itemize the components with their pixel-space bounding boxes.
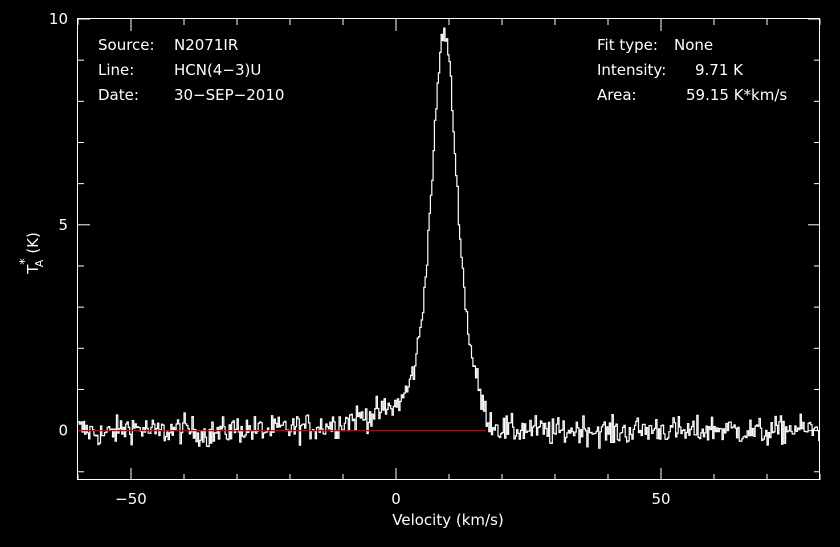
intensity-key: Intensity: [597,61,666,79]
x-axis-label: Velocity (km/s) [392,511,503,529]
plot-frame [77,18,820,480]
intensity-value: 9.71 K [695,61,744,79]
info-left: Source: N2071IR Line: HCN(4−3)U Date: 30… [98,36,284,104]
source-key: Source: [98,36,155,54]
line-value: HCN(4−3)U [174,61,261,79]
info-right: Fit type: None Intensity: 9.71 K Area: 5… [597,36,787,104]
line-key: Line: [98,61,134,79]
date-value: 30−SEP−2010 [174,86,284,104]
fit-type-value: None [674,36,713,54]
y-label-sub: A [33,259,46,267]
source-value: N2071IR [174,36,238,54]
date-key: Date: [98,86,139,104]
svg-text:T*A(K): T*A (K) [18,232,46,275]
y-label-unit: (K) [24,232,42,254]
y-label-sup: * [18,258,33,265]
y-label-main: T [24,264,42,275]
data-layer [78,27,820,449]
y-tick-label: 0 [58,422,68,440]
y-tick-label: 5 [58,216,68,234]
area-value: 59.15 K*km/s [686,86,787,104]
y-tick-label: 10 [49,10,68,28]
x-tick-label: 50 [651,490,670,508]
area-key: Area: [597,86,637,104]
y-axis-label: T*A (K) [18,232,46,275]
x-tick-label: −50 [115,490,147,508]
fit-type-key: Fit type: [597,36,658,54]
x-tick-label: 0 [391,490,401,508]
